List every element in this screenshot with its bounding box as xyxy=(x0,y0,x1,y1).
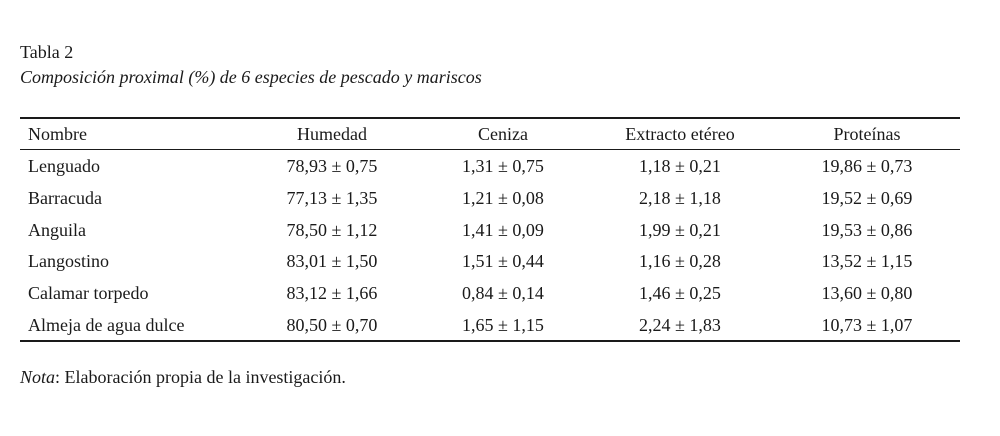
cell: 1,16 ± 0,28 xyxy=(639,251,721,272)
table-caption: Composición proximal (%) de 6 especies d… xyxy=(20,67,482,87)
cell: 1,41 ± 0,09 xyxy=(462,219,544,240)
table-title: Tabla 2 xyxy=(20,42,74,62)
cell: 1,21 ± 0,08 xyxy=(462,187,544,208)
top-rule xyxy=(20,117,960,119)
cell: 78,50 ± 1,12 xyxy=(286,219,378,240)
cell: 77,13 ± 1,35 xyxy=(286,187,378,208)
cell: 1,99 ± 0,21 xyxy=(639,219,721,240)
cell: 19,86 ± 0,73 xyxy=(821,156,913,176)
cell: 1,65 ± 1,15 xyxy=(462,315,544,335)
row-label: Anguila xyxy=(28,219,86,240)
row-label: Almeja de agua dulce xyxy=(28,315,185,335)
cell: 19,53 ± 0,86 xyxy=(821,219,913,240)
cell: 10,73 ± 1,07 xyxy=(821,315,913,335)
column-header: Humedad xyxy=(297,124,367,144)
row-label: Lenguado xyxy=(28,156,100,176)
cell: 1,51 ± 0,44 xyxy=(462,251,544,272)
column-header: Extracto etéreo xyxy=(625,124,735,144)
header-rule xyxy=(20,149,960,150)
note-text: : Elaboración propia de la investigación… xyxy=(55,367,346,387)
cell: 0,84 ± 0,14 xyxy=(462,283,544,304)
row-label: Barracuda xyxy=(28,187,102,208)
row-label: Langostino xyxy=(28,251,109,272)
column-header: Nombre xyxy=(28,124,87,144)
cell: 83,12 ± 1,66 xyxy=(286,283,378,304)
cell: 2,18 ± 1,18 xyxy=(639,187,721,208)
cell: 13,60 ± 0,80 xyxy=(821,283,913,304)
table-note: Nota: Elaboración propia de la investiga… xyxy=(20,366,346,388)
column-header: Ceniza xyxy=(478,124,528,144)
bottom-rule xyxy=(20,340,960,342)
cell: 1,46 ± 0,25 xyxy=(639,283,721,304)
column-header: Proteínas xyxy=(833,124,901,144)
cell: 2,24 ± 1,83 xyxy=(639,315,721,335)
cell: 78,93 ± 0,75 xyxy=(286,156,378,176)
cell: 1,31 ± 0,75 xyxy=(462,156,544,176)
cell: 1,18 ± 0,21 xyxy=(639,156,721,176)
cell: 19,52 ± 0,69 xyxy=(821,187,913,208)
cell: 13,52 ± 1,15 xyxy=(821,251,913,272)
cell: 83,01 ± 1,50 xyxy=(286,251,378,272)
cell: 80,50 ± 0,70 xyxy=(286,315,378,335)
note-label: Nota xyxy=(20,367,56,387)
row-label: Calamar torpedo xyxy=(28,283,149,304)
